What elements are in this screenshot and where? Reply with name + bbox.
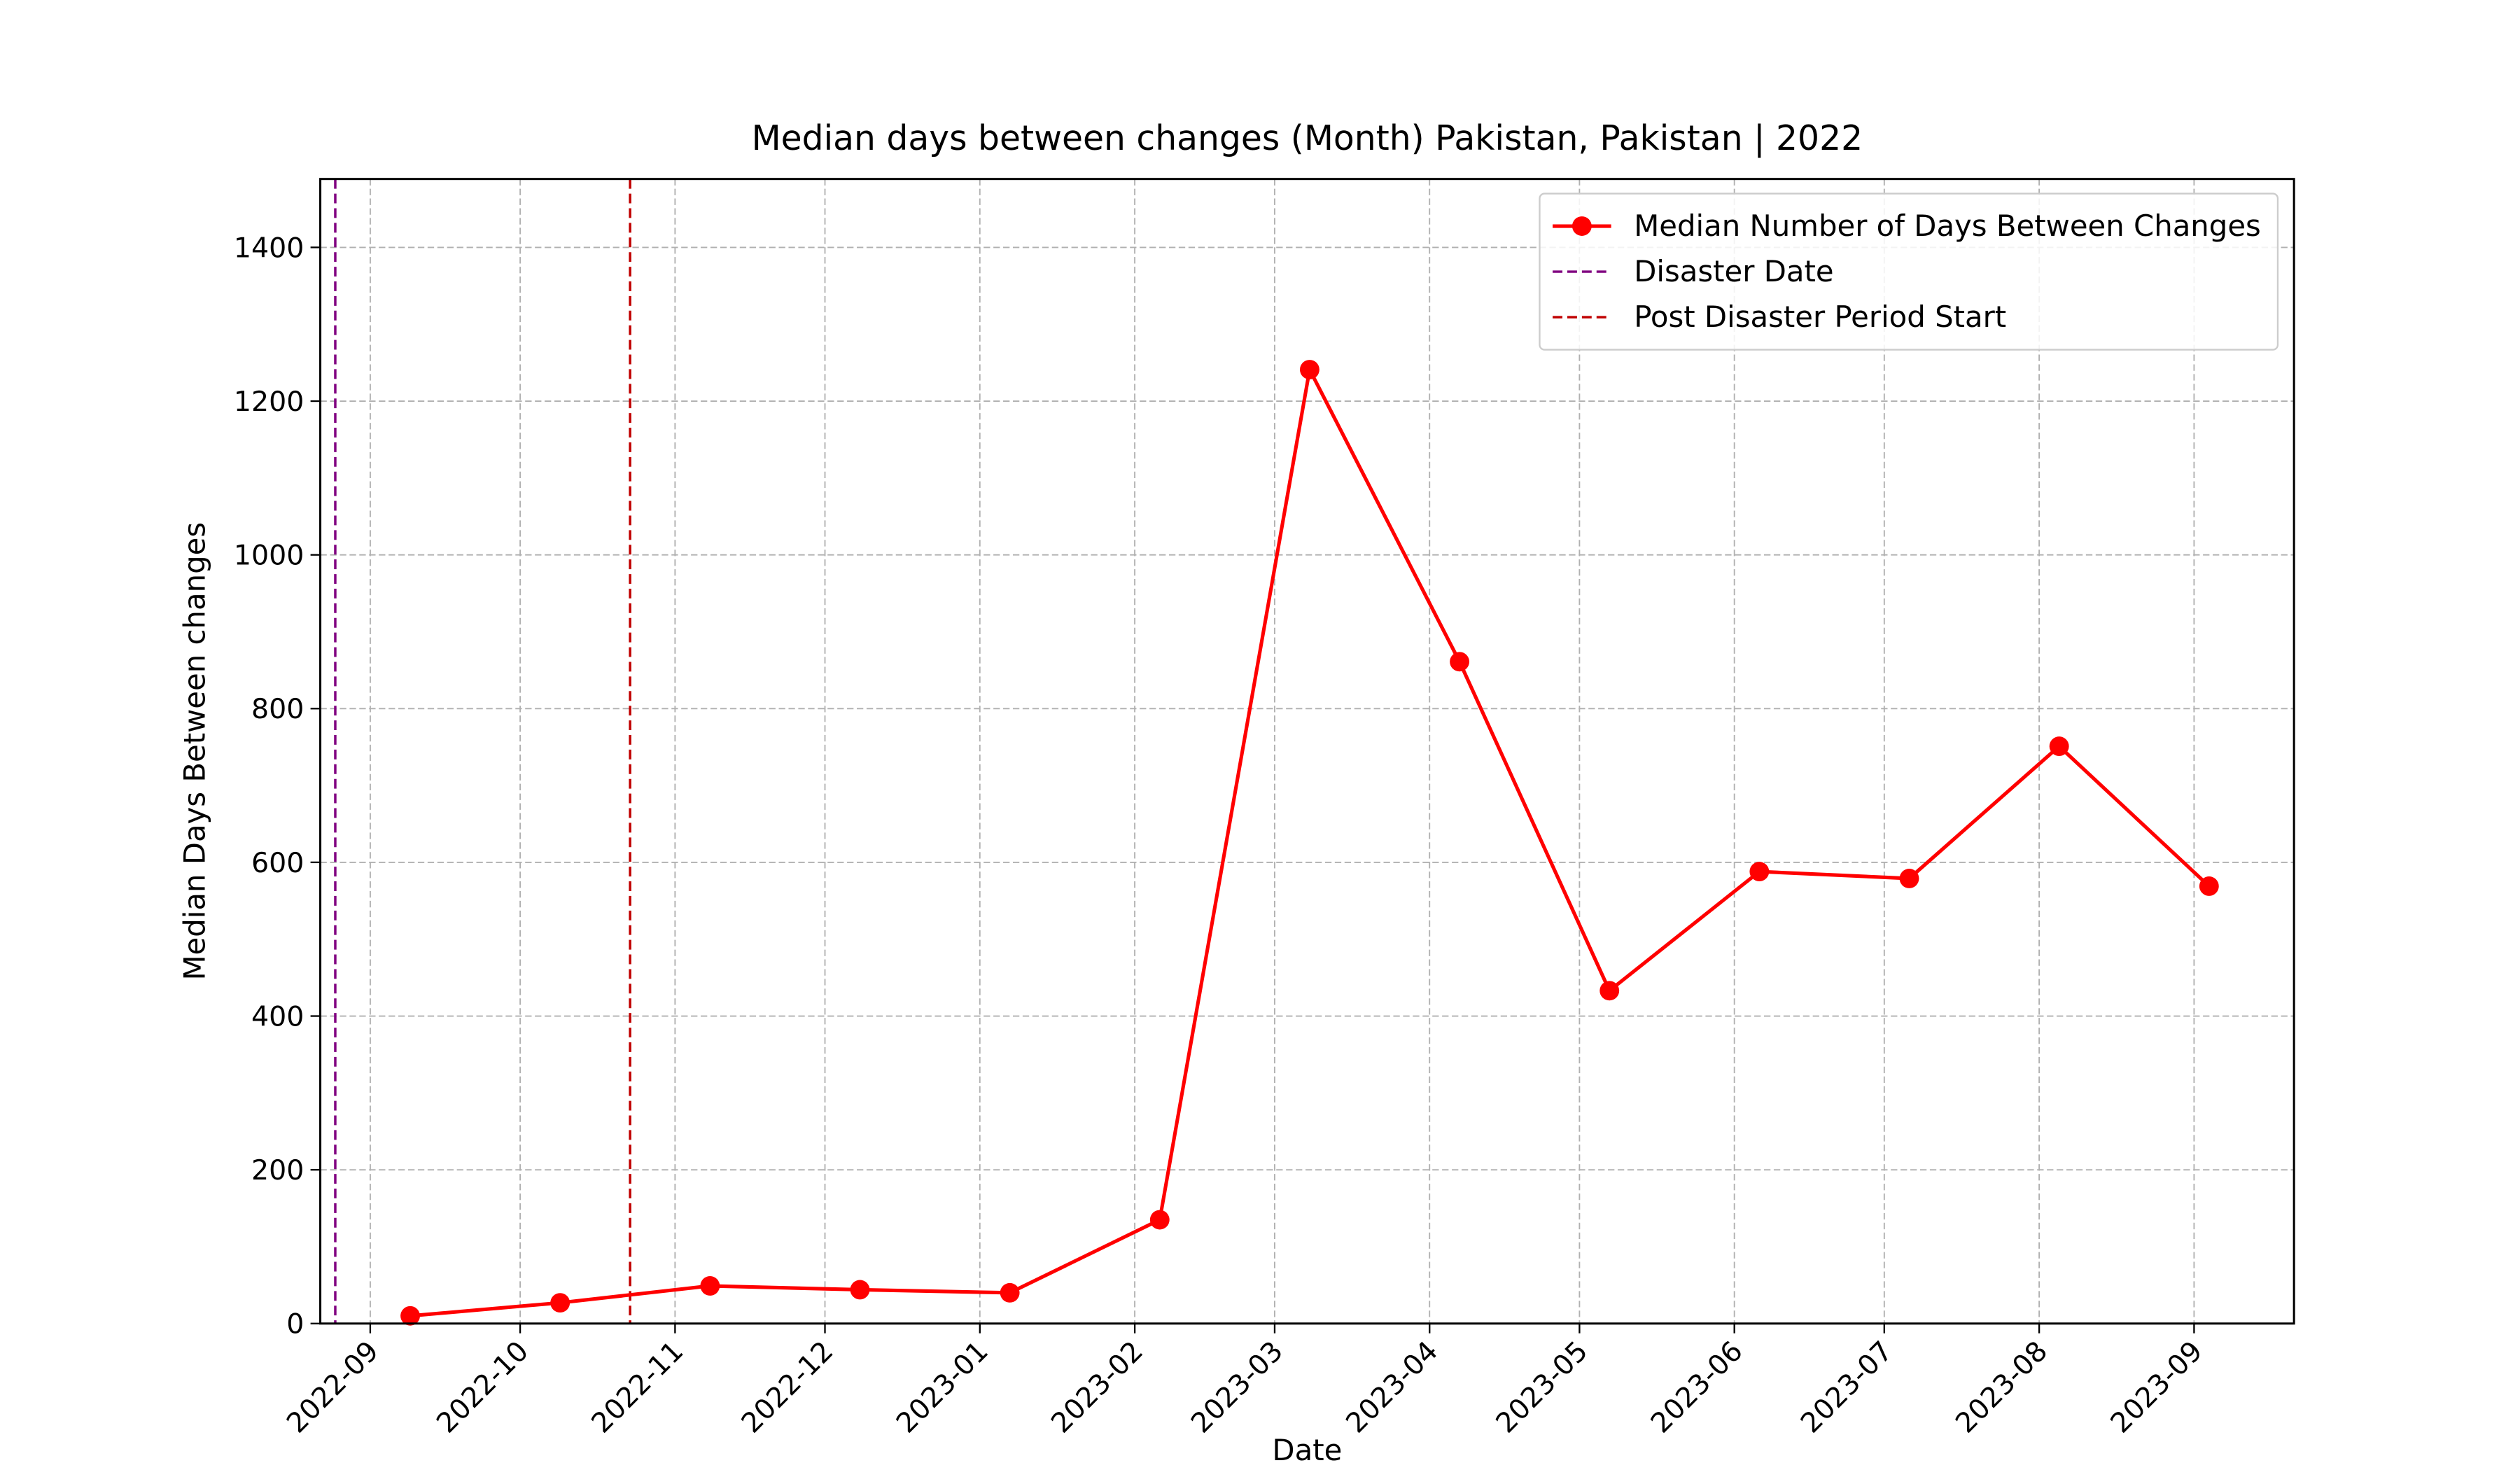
y-tick-label: 1200 [234, 386, 304, 418]
x-tick-label: 2022-11 [585, 1335, 690, 1439]
x-axis-label: Date [1272, 1433, 1342, 1467]
x-tick-label: 2023-07 [1795, 1335, 1899, 1439]
data-point [400, 1306, 420, 1326]
legend-label: Disaster Date [1634, 254, 1833, 288]
y-tick-label: 800 [251, 693, 304, 725]
y-axis-label: Median Days Between changes [178, 522, 212, 981]
x-tick-label: 2022-09 [281, 1335, 385, 1439]
x-tick-label: 2023-02 [1045, 1335, 1149, 1439]
y-tick-label: 600 [251, 847, 304, 879]
x-tick-label: 2023-06 [1645, 1335, 1749, 1439]
legend-label: Median Number of Days Between Changes [1634, 209, 2261, 243]
data-point [1600, 981, 1620, 1001]
y-tick-label: 1000 [234, 540, 304, 572]
data-point [550, 1293, 570, 1313]
legend-box [1539, 192, 2279, 351]
data-point [1000, 1282, 1020, 1303]
x-tick-label: 2022-12 [735, 1335, 839, 1439]
x-tick-label: 2023-08 [1949, 1335, 2054, 1439]
y-tick-label: 200 [251, 1154, 304, 1186]
x-tick-label: 2023-09 [2104, 1335, 2208, 1439]
legend-marker [1572, 216, 1592, 236]
x-tick-label: 2023-04 [1340, 1335, 1444, 1439]
data-line [410, 364, 2211, 1318]
data-point [850, 1280, 870, 1300]
x-tick-label: 2022-10 [430, 1335, 535, 1439]
plot-frame [319, 178, 2295, 1325]
y-tick-label: 1400 [234, 232, 304, 264]
data-point [700, 1276, 720, 1296]
x-tick-label: 2023-01 [890, 1335, 995, 1439]
data-point [2199, 876, 2219, 896]
legend: Median Number of Days Between Changes Dis… [1539, 192, 2279, 351]
y-tick-label: 400 [251, 1000, 304, 1032]
data-point [1899, 869, 1919, 888]
legend-label: Post Disaster Period Start [1634, 300, 2006, 334]
x-tick-label: 2023-05 [1490, 1335, 1594, 1439]
data-point [1299, 360, 1320, 379]
data-point [1149, 1210, 1170, 1230]
data-point [1450, 652, 1470, 672]
data-point [1749, 862, 1770, 882]
y-tick-label: 0 [286, 1308, 304, 1340]
x-tick-label: 2023-03 [1185, 1335, 1289, 1439]
chart-title: Median days between changes (Month) Paki… [752, 118, 1863, 158]
data-point [2049, 736, 2069, 757]
